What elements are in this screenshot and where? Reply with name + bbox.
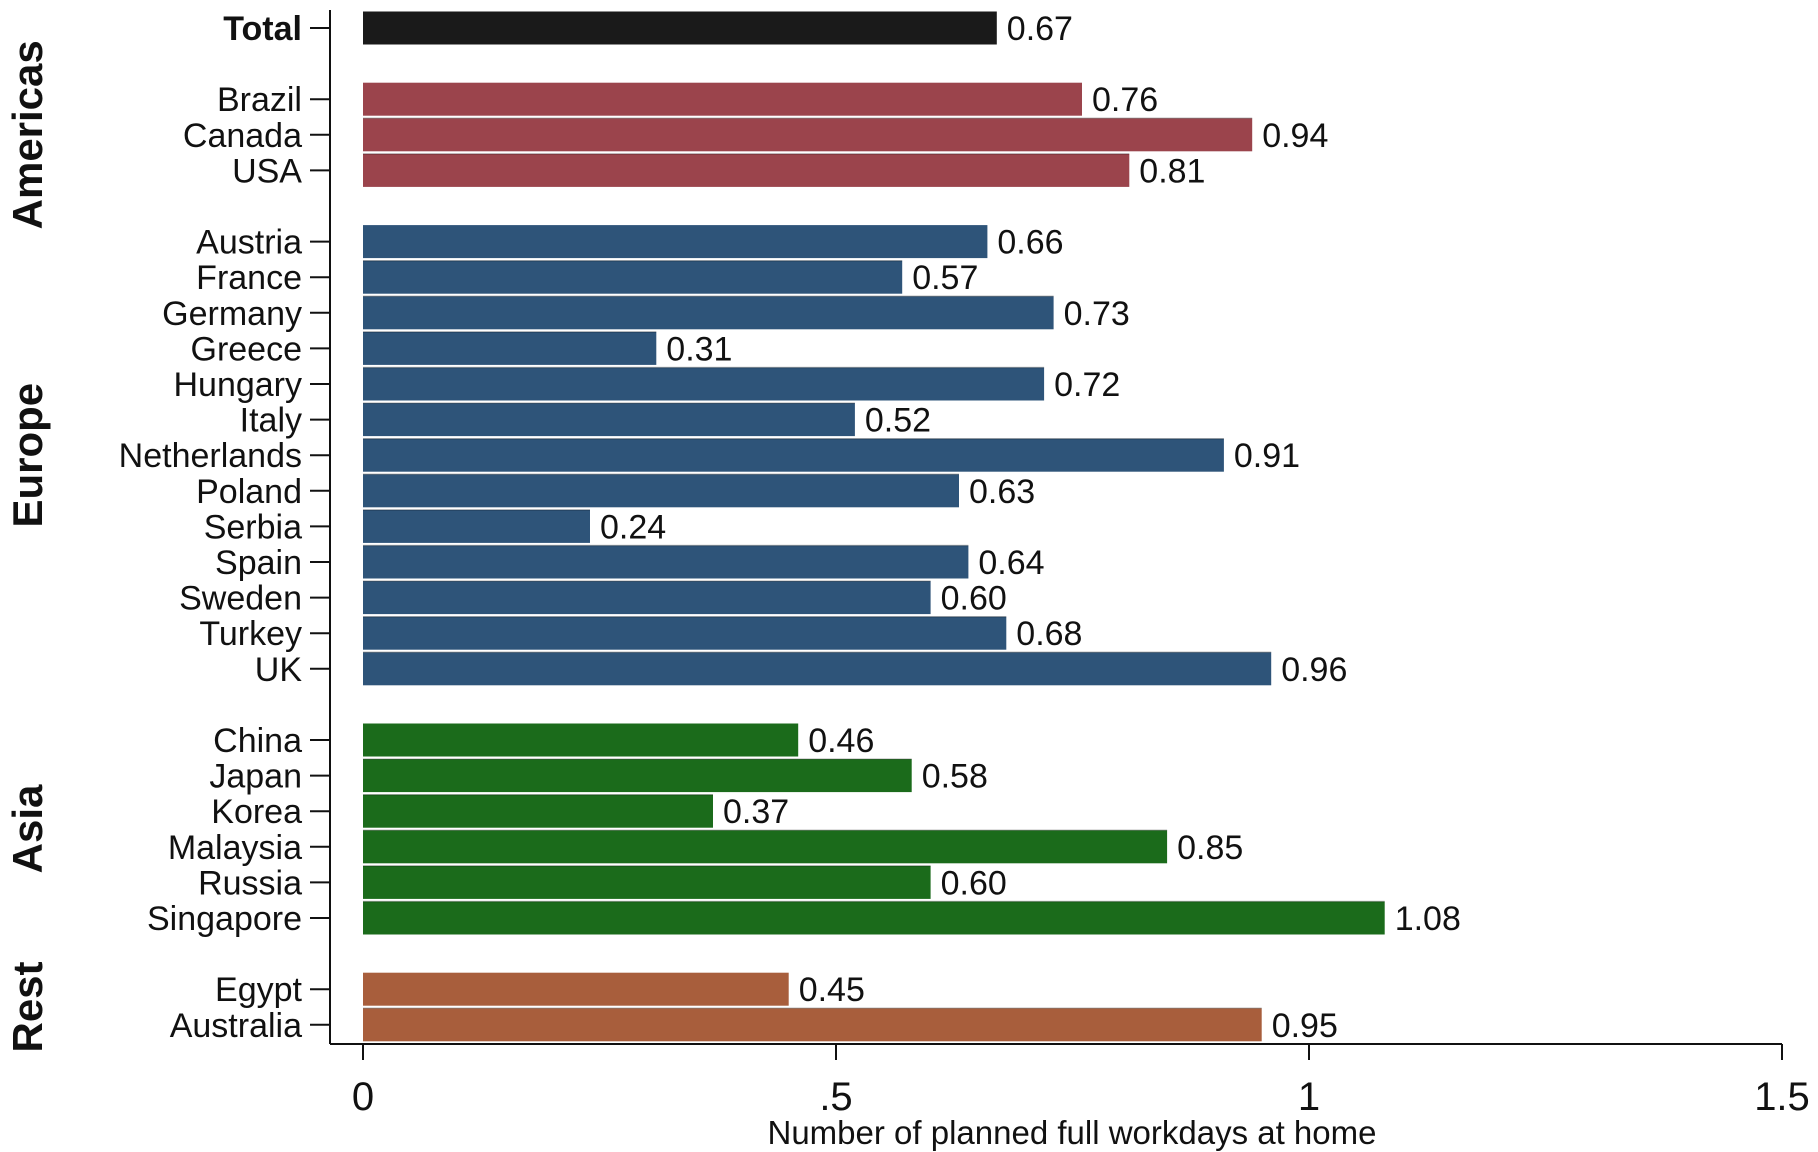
- bar-total: [363, 11, 997, 45]
- group-labels: Americas Europe Asia Rest: [4, 40, 51, 1052]
- x-tick-label: 1.5: [1754, 1075, 1810, 1119]
- value-label-france: 0.57: [912, 259, 978, 297]
- category-label-italy: Italy: [240, 402, 302, 440]
- bar-china: [363, 723, 799, 757]
- bar-hungary: [363, 367, 1045, 401]
- category-label-france: France: [196, 259, 302, 297]
- category-label-poland: Poland: [196, 473, 302, 511]
- value-label-italy: 0.52: [865, 402, 931, 440]
- bar-russia: [363, 865, 931, 899]
- x-tick-label: 1: [1298, 1075, 1320, 1119]
- category-label-uk: UK: [255, 651, 303, 689]
- value-label-spain: 0.64: [978, 544, 1044, 582]
- category-label-korea: Korea: [211, 793, 302, 831]
- category-label-sweden: Sweden: [179, 580, 302, 618]
- axes: [310, 10, 1782, 1045]
- category-label-egypt: Egypt: [215, 971, 302, 1009]
- category-label-malaysia: Malaysia: [168, 829, 302, 867]
- bar-italy: [363, 403, 855, 437]
- value-label-singapore: 1.08: [1395, 900, 1461, 938]
- category-label-japan: Japan: [209, 758, 302, 796]
- value-label-canada: 0.94: [1262, 117, 1328, 155]
- bar-sweden: [363, 581, 931, 615]
- bar-usa: [363, 153, 1130, 187]
- bar-brazil: [363, 82, 1082, 116]
- group-label-asia: Asia: [4, 784, 51, 873]
- category-label-serbia: Serbia: [204, 508, 302, 546]
- value-label-total: 0.67: [1007, 10, 1073, 48]
- value-label-turkey: 0.68: [1016, 615, 1082, 653]
- category-label-usa: USA: [232, 152, 302, 190]
- category-label-canada: Canada: [183, 117, 302, 155]
- value-label-greece: 0.31: [666, 330, 732, 368]
- category-label-australia: Australia: [170, 1007, 302, 1045]
- bar-france: [363, 260, 903, 294]
- bar-greece: [363, 331, 657, 365]
- value-label-poland: 0.63: [969, 473, 1035, 511]
- bar-poland: [363, 474, 959, 508]
- bar-netherlands: [363, 438, 1224, 472]
- bar-australia: [363, 1008, 1262, 1042]
- category-label-china: China: [213, 722, 302, 760]
- group-label-europe: Europe: [4, 383, 51, 528]
- value-label-germany: 0.73: [1064, 295, 1130, 333]
- category-label-hungary: Hungary: [173, 366, 302, 404]
- value-label-australia: 0.95: [1272, 1007, 1338, 1045]
- bar-austria: [363, 225, 988, 259]
- x-axis-title: Number of planned full workdays at home: [768, 1114, 1377, 1151]
- bar-uk: [363, 652, 1272, 686]
- category-label-germany: Germany: [162, 295, 302, 333]
- category-label-netherlands: Netherlands: [119, 437, 302, 475]
- category-label-brazil: Brazil: [217, 81, 302, 119]
- x-tick-label: .5: [819, 1075, 852, 1119]
- bar-serbia: [363, 509, 590, 543]
- group-label-rest: Rest: [4, 961, 51, 1052]
- value-label-malaysia: 0.85: [1177, 829, 1243, 867]
- bar-turkey: [363, 616, 1007, 650]
- x-ticks: 0 .5 1 1.5: [352, 1044, 1810, 1119]
- value-labels: 0.67 0.76 0.94 0.81 0.66 0.57 0.73 0.31 0.72 0.52…: [600, 10, 1461, 1045]
- bar-egypt: [363, 972, 789, 1006]
- value-label-sweden: 0.60: [941, 580, 1007, 618]
- category-label-singapore: Singapore: [147, 900, 302, 938]
- value-label-korea: 0.37: [723, 793, 789, 831]
- value-label-egypt: 0.45: [799, 971, 865, 1009]
- category-label-greece: Greece: [191, 330, 303, 368]
- value-label-brazil: 0.76: [1092, 81, 1158, 119]
- group-label-americas: Americas: [4, 40, 51, 229]
- value-label-austria: 0.66: [997, 224, 1063, 262]
- category-label-austria: Austria: [196, 224, 302, 262]
- value-label-uk: 0.96: [1281, 651, 1347, 689]
- value-label-hungary: 0.72: [1054, 366, 1120, 404]
- category-label-total: Total: [223, 10, 302, 48]
- bar-japan: [363, 759, 912, 793]
- category-label-spain: Spain: [215, 544, 302, 582]
- bars: [363, 11, 1385, 1042]
- bar-malaysia: [363, 830, 1168, 864]
- value-label-russia: 0.60: [941, 864, 1007, 902]
- value-label-usa: 0.81: [1139, 152, 1205, 190]
- category-label-russia: Russia: [198, 864, 302, 902]
- value-label-netherlands: 0.91: [1234, 437, 1300, 475]
- category-label-turkey: Turkey: [199, 615, 302, 653]
- value-label-serbia: 0.24: [600, 508, 666, 546]
- bar-korea: [363, 794, 713, 828]
- value-label-japan: 0.58: [922, 758, 988, 796]
- value-label-china: 0.46: [808, 722, 874, 760]
- bar-germany: [363, 296, 1054, 330]
- bar-singapore: [363, 901, 1385, 935]
- bar-spain: [363, 545, 969, 579]
- bar-canada: [363, 118, 1253, 152]
- x-tick-label: 0: [352, 1075, 374, 1119]
